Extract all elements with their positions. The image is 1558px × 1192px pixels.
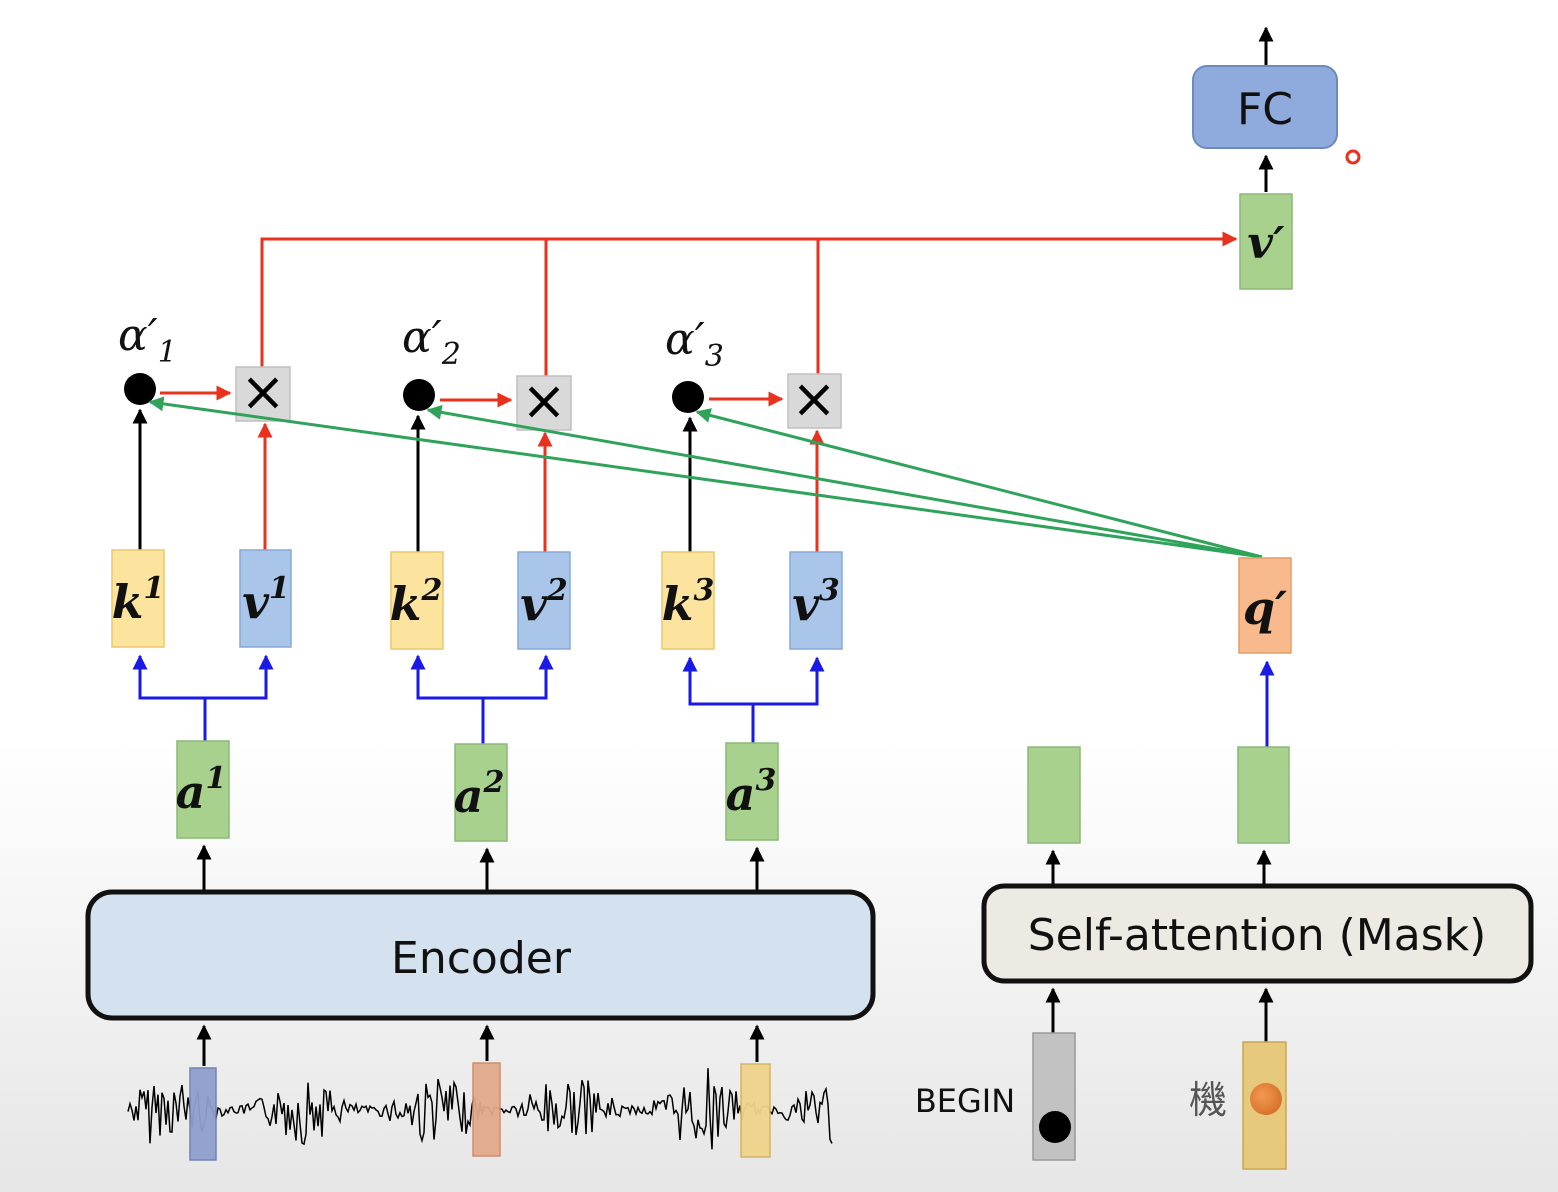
input-3-label: a3 bbox=[726, 763, 777, 821]
multiply-symbol-1: × bbox=[240, 360, 285, 423]
value-2-label: v2 bbox=[520, 573, 568, 631]
alpha-1-label: α′1 bbox=[118, 310, 177, 370]
input-3-box bbox=[725, 742, 779, 841]
query-to-alpha-1-line bbox=[148, 396, 1263, 559]
weighted-sum-line bbox=[260, 231, 1238, 372]
v-prime-box bbox=[1239, 193, 1293, 290]
begin-token-dot bbox=[1039, 1111, 1071, 1143]
token-char-label: 機 bbox=[1189, 1078, 1227, 1122]
key-2-box bbox=[390, 551, 444, 650]
value-3-label: v3 bbox=[792, 573, 840, 631]
audio-frame-2 bbox=[472, 1062, 501, 1157]
cursor-marker bbox=[1345, 149, 1361, 165]
alpha-2-dot bbox=[403, 379, 435, 411]
alpha-2-label: α′2 bbox=[402, 312, 461, 372]
query-to-alpha-2-line bbox=[426, 404, 1263, 559]
fc-box bbox=[1192, 65, 1338, 149]
value-1-box bbox=[239, 549, 292, 648]
key-3-label: k3 bbox=[662, 573, 715, 631]
input-1-box bbox=[176, 740, 230, 839]
begin-label: BEGIN bbox=[915, 1082, 1015, 1120]
v-prime-label: v′ bbox=[1247, 218, 1285, 269]
query-label: q′ bbox=[1243, 581, 1287, 635]
a2-to-v2-arrow bbox=[483, 654, 554, 700]
value-1-label: v1 bbox=[242, 571, 290, 629]
fc-label: FC bbox=[1237, 84, 1293, 135]
multiply-symbol-3: × bbox=[791, 367, 836, 430]
alpha-1-dot bbox=[124, 373, 156, 405]
input-1-label: a1 bbox=[176, 761, 227, 819]
query-box bbox=[1238, 557, 1292, 654]
multiply-symbol-2: × bbox=[521, 369, 566, 432]
alpha-3-dot bbox=[672, 381, 704, 413]
multiply-box-2 bbox=[516, 375, 572, 431]
token-dot bbox=[1250, 1083, 1282, 1115]
query-to-alpha-3-line bbox=[695, 408, 1263, 559]
a3-to-k3-arrow bbox=[682, 656, 755, 743]
key-3-box bbox=[661, 551, 715, 650]
a2-to-k2-arrow bbox=[410, 654, 485, 744]
key-2-label: k2 bbox=[390, 573, 443, 631]
input-2-label: a2 bbox=[454, 765, 505, 823]
alpha-3-label: α′3 bbox=[665, 314, 724, 374]
decoder-output-2-box bbox=[1237, 746, 1290, 844]
a1-to-v1-arrow bbox=[205, 654, 274, 700]
self-attention-label: Self-attention (Mask) bbox=[1028, 910, 1487, 961]
value-2-box bbox=[517, 551, 571, 650]
key-1-box bbox=[111, 549, 165, 648]
multiply-box-1 bbox=[235, 366, 291, 422]
decoder-output-1-box bbox=[1027, 746, 1081, 844]
audio-frame-1 bbox=[189, 1067, 217, 1161]
value-3-box bbox=[789, 551, 843, 650]
a1-to-k1-arrow bbox=[132, 654, 207, 741]
a3-to-v3-arrow bbox=[753, 656, 825, 706]
self-attention-box bbox=[981, 883, 1534, 984]
encoder-box bbox=[85, 889, 876, 1021]
audio-frame-3 bbox=[740, 1063, 771, 1158]
encoder-label: Encoder bbox=[391, 933, 572, 984]
key-1-label: k1 bbox=[112, 571, 165, 629]
input-2-box bbox=[454, 743, 508, 842]
multiply-box-3 bbox=[787, 373, 842, 429]
